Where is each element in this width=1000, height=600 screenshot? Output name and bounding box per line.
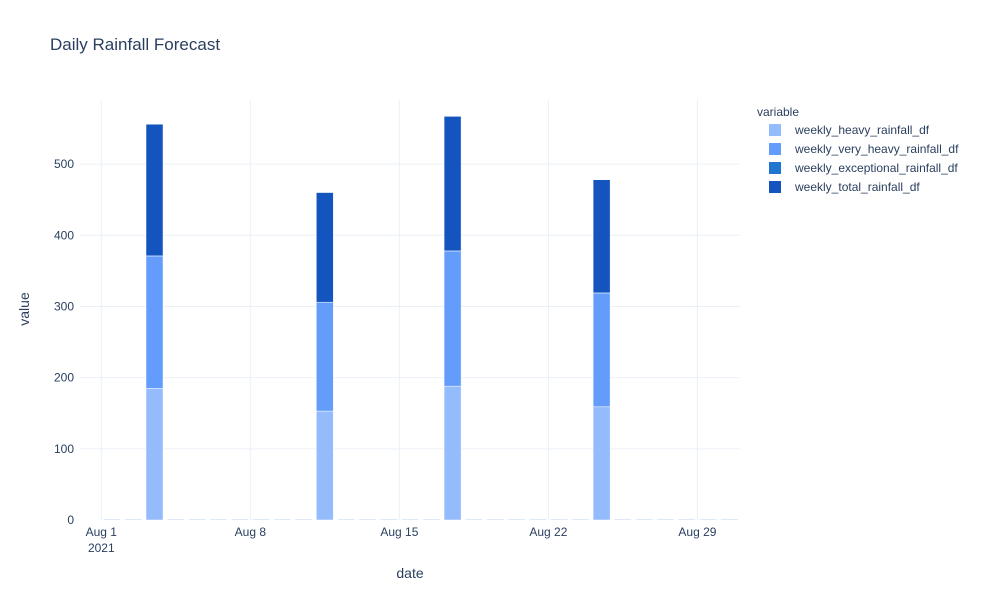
x-tick-year-label: 2021 xyxy=(88,541,115,555)
bar-segment xyxy=(316,410,334,521)
bar-segment xyxy=(699,519,717,521)
bar-segment xyxy=(124,519,142,521)
legend-item-label: weekly_heavy_rainfall_df xyxy=(794,123,930,137)
legend-swatch xyxy=(769,181,781,193)
legend-title: variable xyxy=(757,105,799,119)
bar-segment xyxy=(443,116,462,252)
y-tick-label: 400 xyxy=(54,228,74,242)
legend-swatch xyxy=(769,162,781,174)
legend-swatch xyxy=(769,124,781,136)
y-axis-title: value xyxy=(16,292,32,326)
bar-segment xyxy=(103,519,121,521)
bar-segment xyxy=(614,519,632,521)
bar-segment xyxy=(145,388,164,521)
bar-segment xyxy=(550,519,568,521)
bar-segment xyxy=(422,519,441,521)
y-tick-label: 200 xyxy=(54,371,74,385)
bar-segment xyxy=(443,250,462,387)
bar-segment xyxy=(209,519,228,521)
x-tick-label: Aug 15 xyxy=(380,525,418,539)
legend-item-label: weekly_very_heavy_rainfall_df xyxy=(794,142,959,156)
bar-segment xyxy=(316,192,334,303)
x-tick-label: Aug 22 xyxy=(529,525,567,539)
y-tick-label: 300 xyxy=(54,299,74,313)
bar-segment xyxy=(401,519,419,521)
bar-segment xyxy=(273,519,292,521)
x-tick-label: Aug 29 xyxy=(678,525,716,539)
bar-segment xyxy=(316,301,334,412)
bar-segment xyxy=(592,179,611,294)
bar-segment xyxy=(592,406,611,521)
bar-segment xyxy=(337,519,355,521)
bar-segment xyxy=(720,519,739,521)
y-tick-label: 0 xyxy=(67,513,74,527)
bar-segment xyxy=(507,519,526,521)
bar-segment xyxy=(252,519,270,521)
bar-segment xyxy=(188,519,206,521)
legend-swatch xyxy=(769,143,781,155)
bar-segment xyxy=(486,519,504,521)
legend: variable weekly_heavy_rainfall_df weekly_… xyxy=(757,105,959,194)
y-tick-label: 500 xyxy=(54,157,74,171)
x-axis-title: date xyxy=(396,565,423,581)
bar-segment xyxy=(465,519,483,521)
bars xyxy=(103,116,739,521)
x-tick-label: Aug 8 xyxy=(235,525,267,539)
legend-item-label: weekly_exceptional_rainfall_df xyxy=(794,161,958,175)
bar-segment xyxy=(167,519,185,521)
bar-segment xyxy=(443,385,462,521)
bar-segment xyxy=(230,519,249,521)
x-tick-label: Aug 1 xyxy=(86,525,118,539)
bar-segment xyxy=(678,519,696,521)
bar-segment xyxy=(294,519,313,521)
bar-segment xyxy=(145,123,164,257)
bar-segment xyxy=(145,255,164,389)
y-tick-label: 100 xyxy=(54,442,74,456)
x-axis-ticks: Aug 1 2021 Aug 8 Aug 15 Aug 22 Aug 29 xyxy=(86,525,717,555)
bar-segment xyxy=(656,519,675,521)
bar-segment xyxy=(592,292,611,408)
bar-segment xyxy=(635,519,653,521)
bar-segment xyxy=(571,519,590,521)
bar-segment xyxy=(358,519,377,521)
grid xyxy=(80,100,740,520)
bar-segment xyxy=(379,519,398,521)
bar-segment xyxy=(528,519,547,521)
y-axis-ticks: 0 100 200 300 400 500 xyxy=(54,157,74,527)
chart-title: Daily Rainfall Forecast xyxy=(50,35,220,54)
legend-item-label: weekly_total_rainfall_df xyxy=(794,180,920,194)
